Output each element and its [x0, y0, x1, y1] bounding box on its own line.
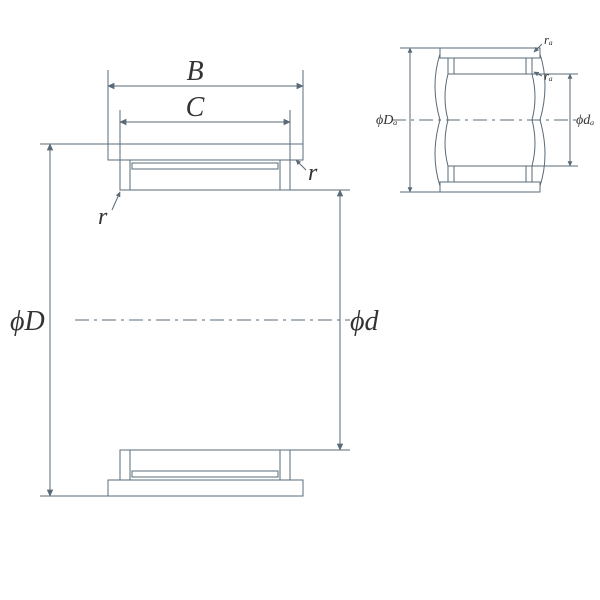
label-ra-top: rₐ	[544, 32, 553, 47]
leader-r-left	[112, 192, 120, 210]
label-Da: ϕDₐ	[376, 113, 397, 128]
label-da: ϕdₐ	[576, 113, 594, 128]
label-ra-bot: rₐ	[544, 68, 553, 83]
inset-figure: ϕDₐ ϕdₐ rₐ rₐ	[376, 32, 594, 192]
label-B: B	[186, 56, 203, 87]
label-r-right: r	[308, 160, 318, 186]
leader-r-right	[296, 160, 306, 170]
outer-ring-bottom	[108, 450, 303, 496]
label-C: C	[186, 92, 205, 123]
outer-ring-top	[108, 144, 303, 190]
label-d: ϕd	[350, 306, 379, 337]
label-D: ϕD	[10, 306, 45, 337]
label-r-left: r	[98, 204, 108, 230]
bearing-diagram: ϕD ϕd B C r r	[0, 0, 600, 600]
main-figure: ϕD ϕd B C r r	[10, 56, 379, 496]
